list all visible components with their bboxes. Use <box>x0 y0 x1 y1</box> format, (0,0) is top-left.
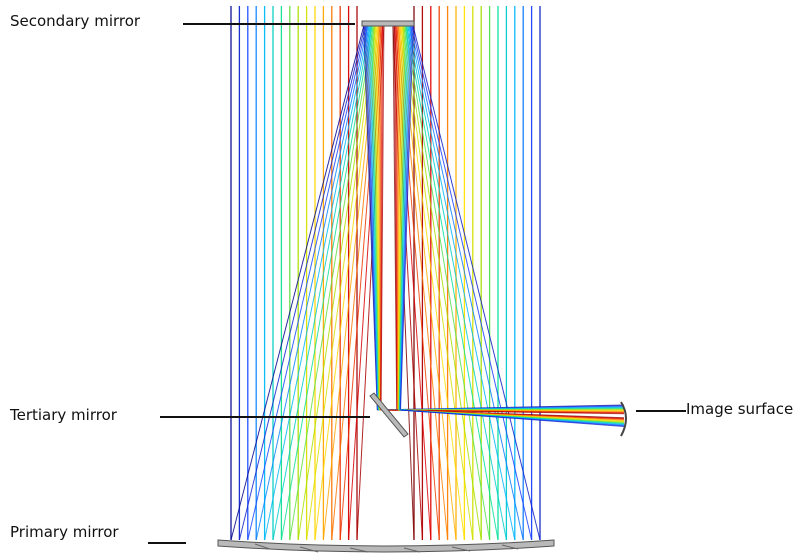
ray <box>356 25 385 541</box>
secondary-mirror-label: Secondary mirror <box>10 12 141 30</box>
ray <box>401 25 474 541</box>
ray <box>412 25 541 541</box>
ray <box>404 25 491 541</box>
tertiary-mirror-label: Tertiary mirror <box>10 406 117 424</box>
ray <box>280 25 373 541</box>
primary-mirror-segments <box>254 543 519 553</box>
ray <box>411 25 533 541</box>
ray <box>306 25 377 541</box>
ray <box>264 25 370 541</box>
ray <box>230 25 365 541</box>
tertiary-mirror <box>369 392 409 438</box>
ray <box>407 25 507 541</box>
ray <box>405 25 499 541</box>
ray <box>247 25 367 541</box>
ray <box>238 25 366 541</box>
primary-mirror-label: Primary mirror <box>10 523 119 541</box>
ray <box>400 25 414 411</box>
ray <box>400 409 625 427</box>
secondary-mirror-leader-line <box>183 23 355 25</box>
ray <box>255 25 369 541</box>
tertiary-mirror-leader-line <box>160 416 370 418</box>
ray <box>408 25 516 541</box>
ray <box>400 25 465 541</box>
ray <box>403 25 482 541</box>
image-surface-label: Image surface <box>686 400 794 418</box>
ray <box>272 25 371 541</box>
ray <box>409 25 524 541</box>
ray <box>380 25 385 411</box>
incoming-rays <box>230 6 541 540</box>
ray <box>297 25 375 541</box>
image-surface-leader-line <box>636 410 686 412</box>
primary-mirror-leader-line <box>148 542 186 544</box>
image-surface <box>620 401 627 437</box>
primary-reflected-rays <box>230 25 541 541</box>
secondary-reflected-rays <box>363 25 414 411</box>
tertiary-reflected-rays <box>377 404 625 427</box>
primary-mirror <box>217 539 555 553</box>
secondary-mirror <box>361 20 415 27</box>
ray <box>289 25 374 541</box>
